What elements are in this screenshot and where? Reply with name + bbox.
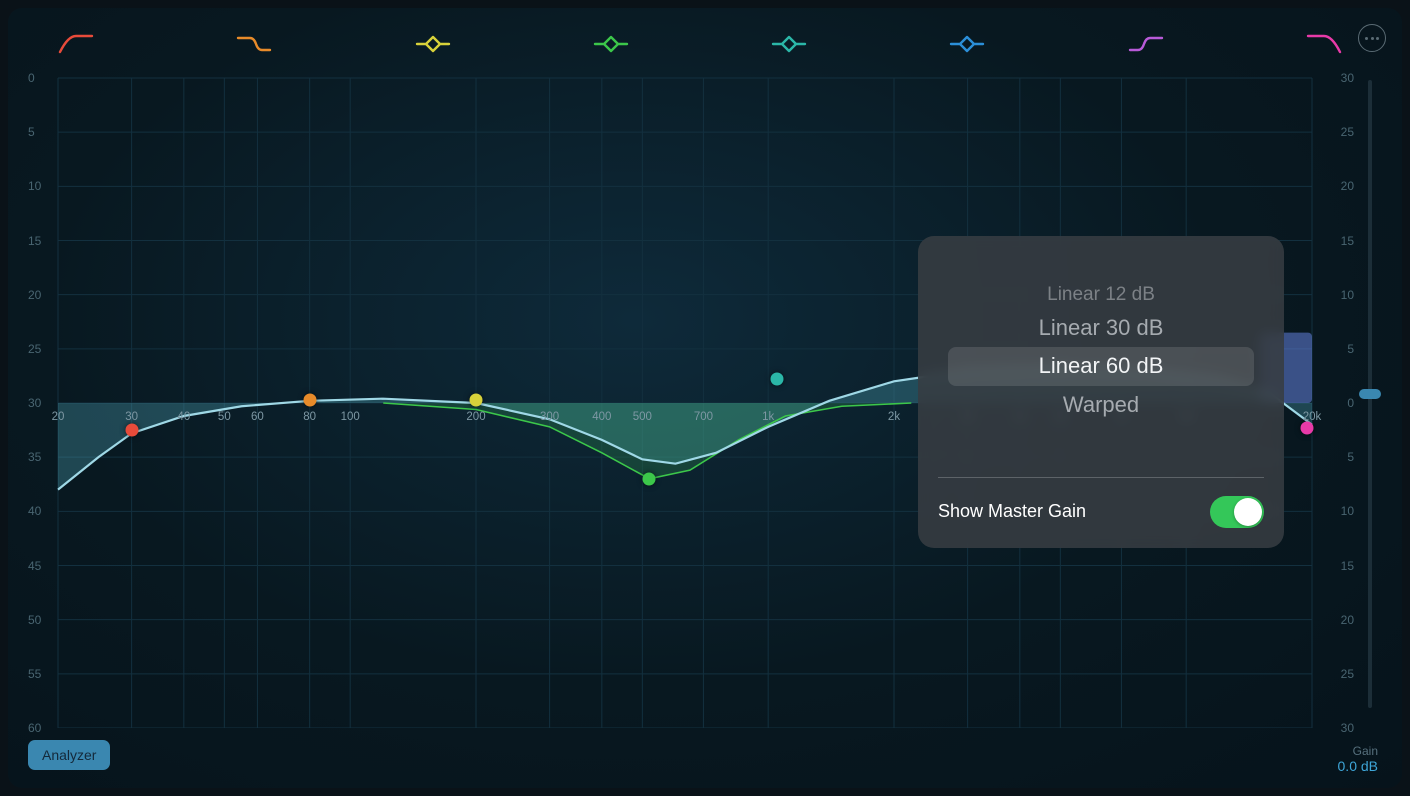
master-gain-slider[interactable] xyxy=(1368,80,1372,708)
right-axis-tick: 10 xyxy=(1334,288,1354,302)
band-8-lowpass-icon[interactable] xyxy=(1306,34,1342,54)
eq-window: 0510152025303540455055602030405060801002… xyxy=(8,8,1402,788)
analyzer-button[interactable]: Analyzer xyxy=(28,740,110,770)
freq-axis-tick: 40 xyxy=(177,411,190,423)
left-axis-tick: 20 xyxy=(28,288,41,302)
scale-option[interactable]: Linear 60 dB xyxy=(948,347,1254,386)
scale-option[interactable]: Linear 30 dB xyxy=(934,311,1268,346)
band-2-lowshelf-icon[interactable] xyxy=(236,34,272,54)
freq-axis-tick: 200 xyxy=(466,411,485,423)
bands-row xyxy=(58,26,1342,62)
freq-axis-tick: 500 xyxy=(633,411,652,423)
gain-readout: Gain 0.0 dB xyxy=(1338,744,1378,774)
scale-options-list: Linear 12 dBLinear 30 dBLinear 60 dBWarp… xyxy=(934,280,1268,423)
right-axis-tick: 10 xyxy=(1334,504,1354,518)
eq-node-band-4[interactable] xyxy=(643,472,656,485)
show-master-gain-label: Show Master Gain xyxy=(938,501,1086,522)
left-axis-tick: 25 xyxy=(28,342,41,356)
right-axis-tick: 5 xyxy=(1334,450,1354,464)
show-master-gain-toggle[interactable] xyxy=(1210,496,1264,528)
freq-axis-tick: 100 xyxy=(341,411,360,423)
left-axis-tick: 40 xyxy=(28,504,41,518)
right-axis-tick: 20 xyxy=(1334,179,1354,193)
freq-axis-tick: 20 xyxy=(52,411,65,423)
band-1-highpass-icon[interactable] xyxy=(58,34,94,54)
eq-node-band-5[interactable] xyxy=(771,373,784,386)
scale-popup: Linear 12 dBLinear 30 dBLinear 60 dBWarp… xyxy=(918,236,1284,548)
more-options-button[interactable] xyxy=(1358,24,1386,52)
right-axis-tick: 30 xyxy=(1334,71,1354,85)
right-axis-tick: 30 xyxy=(1334,721,1354,735)
scale-option[interactable]: Linear 12 dB xyxy=(934,280,1268,311)
divider xyxy=(938,477,1264,478)
freq-axis-tick: 1k xyxy=(762,411,774,423)
right-axis-tick: 0 xyxy=(1334,396,1354,410)
eq-node-band-1[interactable] xyxy=(125,424,138,437)
left-axis-tick: 15 xyxy=(28,234,41,248)
left-axis-tick: 50 xyxy=(28,613,41,627)
freq-axis-tick: 30 xyxy=(125,411,138,423)
left-axis-tick: 0 xyxy=(28,71,35,85)
left-axis-tick: 60 xyxy=(28,721,41,735)
right-axis-tick: 20 xyxy=(1334,613,1354,627)
left-axis-tick: 45 xyxy=(28,559,41,573)
scale-option[interactable]: Warped xyxy=(934,388,1268,423)
master-gain-thumb[interactable] xyxy=(1359,389,1381,399)
right-axis-tick: 5 xyxy=(1334,342,1354,356)
band-6-bell-icon[interactable] xyxy=(949,34,985,54)
freq-axis-tick: 700 xyxy=(694,411,713,423)
gain-readout-title: Gain xyxy=(1338,744,1378,758)
left-axis-tick: 5 xyxy=(28,125,35,139)
eq-node-band-8[interactable] xyxy=(1301,421,1314,434)
right-axis-tick: 25 xyxy=(1334,125,1354,139)
band-7-highshelf-icon[interactable] xyxy=(1128,34,1164,54)
freq-axis-tick: 2k xyxy=(888,411,900,423)
left-axis-tick: 10 xyxy=(28,179,41,193)
right-axis-tick: 25 xyxy=(1334,667,1354,681)
freq-axis-tick: 50 xyxy=(218,411,231,423)
left-axis-tick: 30 xyxy=(28,396,41,410)
freq-axis-tick: 60 xyxy=(251,411,264,423)
right-axis-tick: 15 xyxy=(1334,559,1354,573)
left-axis-tick: 35 xyxy=(28,450,41,464)
right-axis-tick: 15 xyxy=(1334,234,1354,248)
freq-axis-tick: 80 xyxy=(303,411,316,423)
band-4-bell-icon[interactable] xyxy=(593,34,629,54)
gain-readout-value: 0.0 dB xyxy=(1338,758,1378,774)
freq-axis-tick: 400 xyxy=(592,411,611,423)
left-axis-tick: 55 xyxy=(28,667,41,681)
freq-axis-tick: 300 xyxy=(540,411,559,423)
show-master-gain-row: Show Master Gain xyxy=(934,496,1268,528)
eq-node-band-3[interactable] xyxy=(470,393,483,406)
band-3-bell-icon[interactable] xyxy=(415,34,451,54)
band-5-bell-icon[interactable] xyxy=(771,34,807,54)
eq-node-band-2[interactable] xyxy=(303,393,316,406)
